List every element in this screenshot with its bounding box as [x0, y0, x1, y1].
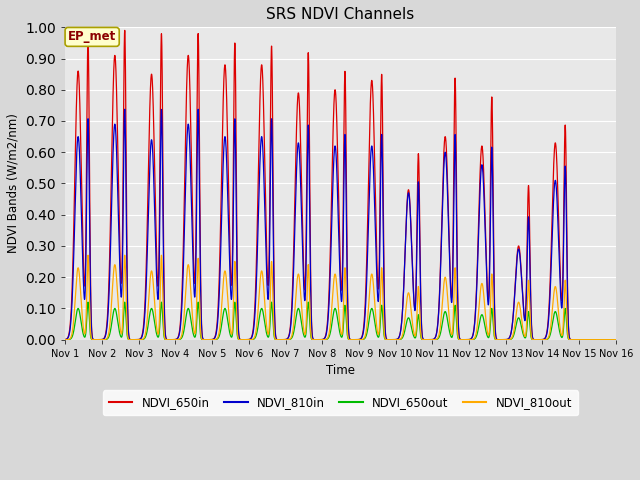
NDVI_650in	[173, 336, 181, 341]
NDVI_810out	[173, 337, 181, 343]
NDVI_650in	[61, 336, 69, 342]
NDVI_810in	[173, 336, 181, 342]
Line: NDVI_650in: NDVI_650in	[65, 30, 616, 340]
NDVI_650out	[268, 300, 275, 305]
Title: SRS NDVI Channels: SRS NDVI Channels	[266, 7, 415, 22]
NDVI_810in	[121, 107, 129, 112]
NDVI_810out	[417, 327, 424, 333]
NDVI_650out	[495, 337, 502, 343]
NDVI_810in	[610, 337, 618, 343]
NDVI_650out	[84, 299, 92, 305]
NDVI_810out	[121, 252, 129, 258]
Line: NDVI_810in: NDVI_810in	[65, 109, 616, 340]
NDVI_650in	[610, 337, 618, 343]
X-axis label: Time: Time	[326, 364, 355, 377]
NDVI_650out	[173, 337, 181, 343]
NDVI_810in	[268, 116, 275, 122]
Legend: NDVI_650in, NDVI_810in, NDVI_650out, NDVI_810out: NDVI_650in, NDVI_810in, NDVI_650out, NDV…	[103, 390, 579, 415]
Line: NDVI_650out: NDVI_650out	[65, 302, 616, 340]
NDVI_810out	[61, 337, 69, 343]
NDVI_650out	[417, 332, 424, 338]
Y-axis label: NDVI Bands (W/m2/nm): NDVI Bands (W/m2/nm)	[7, 114, 20, 253]
NDVI_650in	[179, 252, 187, 257]
NDVI_810out	[268, 259, 275, 265]
Text: EP_met: EP_met	[68, 30, 116, 43]
NDVI_650out	[610, 337, 618, 343]
NDVI_810in	[612, 337, 620, 343]
NDVI_650in	[495, 337, 502, 343]
NDVI_650in	[417, 282, 424, 288]
NDVI_650in	[612, 337, 620, 343]
NDVI_810out	[610, 337, 618, 343]
NDVI_650in	[121, 27, 129, 33]
NDVI_810in	[61, 336, 69, 342]
NDVI_810out	[179, 324, 187, 329]
NDVI_810in	[179, 272, 187, 278]
NDVI_810out	[612, 337, 620, 343]
NDVI_650in	[268, 44, 275, 50]
NDVI_810out	[495, 337, 502, 343]
NDVI_810in	[417, 290, 424, 296]
NDVI_650out	[61, 337, 69, 343]
NDVI_810in	[495, 337, 502, 343]
NDVI_650out	[179, 331, 187, 337]
Line: NDVI_810out: NDVI_810out	[65, 255, 616, 340]
NDVI_650out	[612, 337, 620, 343]
